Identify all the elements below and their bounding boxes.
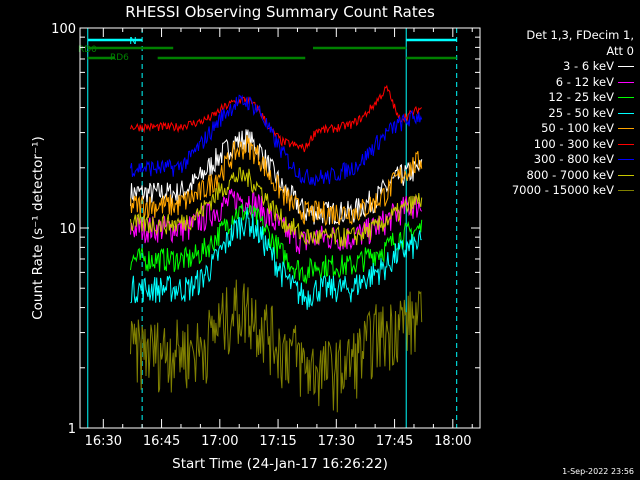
y-tick-label: 100 <box>51 22 76 37</box>
legend-label: 300 - 800 keV <box>533 152 614 166</box>
x-tick-label: 17:30 <box>318 434 355 449</box>
legend-item: 25 - 50 keV <box>482 106 634 122</box>
legend-label: 800 - 7000 keV <box>526 167 614 182</box>
legend-swatch <box>618 190 634 192</box>
x-axis-label: Start Time (24-Jan-17 16:26:22) <box>172 456 388 472</box>
y-tick-label: 10 <box>59 222 76 237</box>
legend-swatch <box>618 97 634 99</box>
x-tick-label: 17:00 <box>201 434 238 449</box>
legend-swatch <box>618 174 634 176</box>
x-tick-label: 17:45 <box>376 434 413 449</box>
legend-header-line1: Det 1,3, FDecim 1, <box>526 28 634 42</box>
x-tick-label: 16:45 <box>143 434 180 449</box>
legend-swatch <box>618 112 634 114</box>
y-axis-label: Count Rate (s⁻¹ detector⁻¹) <box>30 136 46 320</box>
series-line <box>130 188 423 255</box>
series-line <box>130 279 423 413</box>
series-line <box>130 135 423 227</box>
legend-swatch <box>618 128 634 130</box>
legend-header-line2: Att 0 <box>606 43 634 58</box>
legend-label: 6 - 12 keV <box>555 74 614 89</box>
legend-item: 800 - 7000 keV <box>482 168 634 184</box>
legend-item: 7000 - 15000 keV <box>482 183 634 199</box>
legend-item: 12 - 25 keV <box>482 90 634 106</box>
marker-label-n: N <box>129 36 136 47</box>
x-tick-label: 16:30 <box>85 434 122 449</box>
legend-label: 25 - 50 keV <box>548 105 614 120</box>
legend: Det 1,3, FDecim 1, Att 0 3 - 6 keV 6 - 12… <box>482 28 634 199</box>
legend-item: 50 - 100 keV <box>482 121 634 137</box>
series-line <box>130 84 422 153</box>
legend-item: 300 - 800 keV <box>482 152 634 168</box>
series-line <box>130 94 423 186</box>
marker-label-rd0: RD0 <box>78 45 97 55</box>
x-tick-label: 18:00 <box>434 434 471 449</box>
legend-label: 7000 - 15000 keV <box>511 183 614 197</box>
legend-label: 12 - 25 keV <box>548 90 614 104</box>
chart-title: RHESSI Observing Summary Count Rates <box>125 3 435 21</box>
legend-swatch <box>618 143 634 145</box>
generation-date: 1-Sep-2022 23:56 <box>562 467 634 476</box>
legend-label: 3 - 6 keV <box>563 59 614 73</box>
series-line <box>130 166 423 248</box>
marker-label-rd6: RD6 <box>110 53 129 63</box>
legend-swatch <box>618 81 634 83</box>
series-line <box>130 207 422 310</box>
legend-item: 6 - 12 keV <box>482 75 634 91</box>
legend-swatch <box>618 159 634 161</box>
legend-swatch <box>618 66 634 68</box>
x-tick-label: 17:15 <box>259 434 296 449</box>
y-tick-label: 1 <box>68 422 76 437</box>
legend-item: 3 - 6 keV <box>482 59 634 75</box>
legend-label: 100 - 300 keV <box>533 136 614 151</box>
legend-label: 50 - 100 keV <box>541 121 614 135</box>
legend-item: 100 - 300 keV <box>482 137 634 153</box>
